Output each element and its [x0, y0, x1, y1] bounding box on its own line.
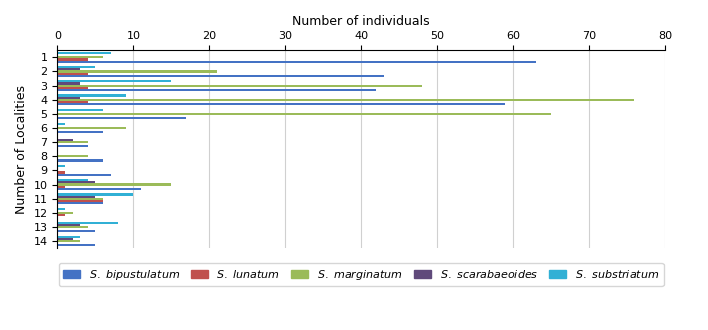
Bar [57, 139, 73, 141]
Bar [57, 222, 118, 224]
Bar [57, 172, 65, 174]
Bar [57, 224, 80, 226]
Bar [57, 66, 96, 68]
Bar [57, 117, 186, 119]
Bar [57, 195, 96, 198]
Bar [57, 113, 551, 115]
Bar [57, 226, 88, 228]
Bar [57, 193, 133, 195]
Bar [57, 131, 103, 133]
Bar [57, 109, 103, 111]
Bar [57, 123, 65, 125]
Bar [57, 70, 217, 73]
Bar [57, 230, 96, 232]
Bar [57, 103, 506, 105]
Bar [57, 159, 103, 162]
Y-axis label: Number of Localities: Number of Localities [15, 85, 28, 214]
Bar [57, 179, 88, 182]
Bar [57, 244, 96, 247]
Bar [57, 212, 73, 214]
Bar [57, 58, 88, 60]
Bar [57, 68, 80, 70]
Bar [57, 60, 536, 63]
Bar [57, 73, 88, 75]
Bar [57, 174, 110, 176]
Bar [57, 52, 110, 54]
Bar [57, 236, 80, 238]
Bar [57, 238, 73, 240]
Bar [57, 127, 126, 129]
Legend: $\it{S.}$ $\it{bipustulatum}$, $\it{S.}$ $\it{lunatum}$, $\it{S.}$ $\it{marginat: $\it{S.}$ $\it{bipustulatum}$, $\it{S.}$… [59, 263, 663, 286]
Bar [57, 84, 422, 87]
Bar [57, 155, 88, 157]
Bar [57, 198, 103, 200]
Bar [57, 87, 88, 89]
Bar [57, 141, 88, 143]
X-axis label: Number of individuals: Number of individuals [292, 15, 430, 28]
Bar [57, 185, 65, 188]
Bar [57, 165, 65, 167]
Bar [57, 99, 634, 101]
Bar [57, 183, 171, 185]
Bar [57, 56, 103, 58]
Bar [57, 202, 103, 204]
Bar [57, 101, 88, 103]
Bar [57, 214, 65, 216]
Bar [57, 80, 171, 82]
Bar [57, 200, 103, 202]
Bar [57, 97, 80, 99]
Bar [57, 75, 384, 77]
Bar [57, 188, 141, 190]
Bar [57, 89, 377, 91]
Bar [57, 240, 80, 242]
Bar [57, 82, 80, 84]
Bar [57, 94, 126, 97]
Bar [57, 145, 88, 148]
Bar [57, 208, 65, 210]
Bar [57, 182, 96, 183]
